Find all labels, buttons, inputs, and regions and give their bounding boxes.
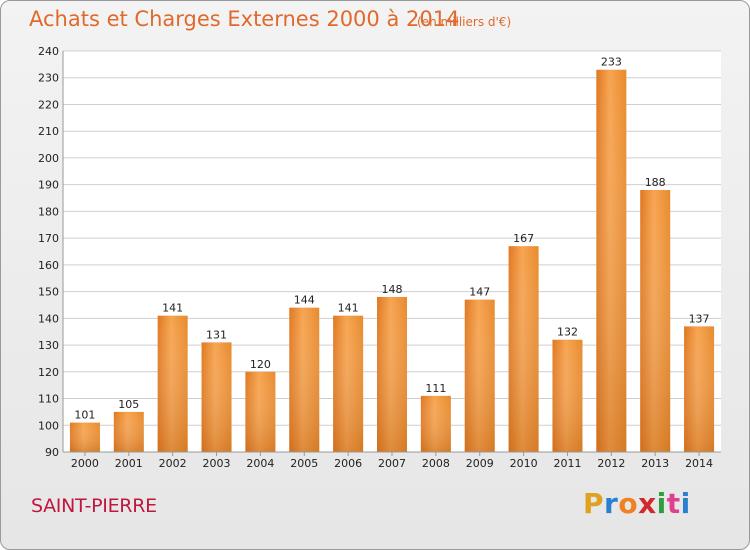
x-tick-label: 2006 [334,457,362,470]
data-label: 141 [162,302,183,315]
place-name: SAINT-PIERRE [31,495,157,517]
data-label: 188 [645,176,666,189]
y-tick-label: 190 [38,179,59,192]
bar-shade-2010 [508,246,539,452]
y-tick-label: 210 [38,125,59,138]
y-tick-label: 230 [38,72,59,85]
logo-letter: o [618,487,639,520]
x-tick-label: 2009 [466,457,494,470]
data-label: 148 [382,283,403,296]
bar-shade-2014 [684,326,715,452]
bar-shade-2012 [596,69,627,453]
y-tick-label: 220 [38,98,59,111]
x-tick-label: 2010 [510,457,538,470]
logo-letter: t [666,487,681,520]
data-label: 233 [601,56,622,69]
x-tick-label: 2005 [290,457,318,470]
y-tick-label: 160 [38,259,59,272]
data-label: 111 [425,382,446,395]
x-tick-label: 2007 [378,457,406,470]
bar-shade-2003 [201,342,232,452]
x-tick-label: 2001 [115,457,143,470]
y-tick-label: 110 [38,393,59,406]
data-label: 137 [689,312,710,325]
bar-shade-2001 [113,411,144,452]
logo-letter: i [680,487,691,520]
y-tick-label: 240 [38,45,59,58]
x-tick-label: 2002 [159,457,187,470]
bar-shade-2006 [333,315,364,452]
data-label: 105 [118,398,139,411]
logo-letter: P [583,487,605,520]
bar-shade-2005 [289,307,320,452]
data-label: 101 [74,409,95,422]
data-label: 144 [294,294,315,307]
y-tick-label: 140 [38,312,59,325]
x-tick-label: 2013 [641,457,669,470]
data-label: 147 [469,286,490,299]
bar-shade-2008 [420,395,451,452]
data-label: 132 [557,326,578,339]
logo-letter: i [656,487,667,520]
bar-shade-2009 [464,299,495,452]
proxiti-logo: Proxiti [583,487,691,520]
y-tick-label: 90 [45,446,59,459]
x-tick-label: 2008 [422,457,450,470]
bar-shade-2000 [69,422,100,452]
y-tick-label: 180 [38,205,59,218]
logo-letter: r [604,487,619,520]
y-tick-label: 120 [38,366,59,379]
chart-subtitle: (en milliers d'€) [417,15,512,29]
logo-letter: x [638,487,657,520]
y-tick-label: 150 [38,286,59,299]
x-tick-label: 2012 [597,457,625,470]
y-tick-label: 200 [38,152,59,165]
bar-shade-2004 [245,371,276,452]
bar-shade-2007 [377,296,407,452]
data-label: 141 [338,302,359,315]
bar-shade-2011 [552,339,583,452]
data-label: 167 [513,232,534,245]
data-label: 120 [250,358,271,371]
bar-shade-2002 [157,315,188,452]
y-tick-label: 170 [38,232,59,245]
x-tick-label: 2004 [246,457,274,470]
y-tick-label: 130 [38,339,59,352]
x-tick-label: 2014 [685,457,713,470]
data-label: 131 [206,328,227,341]
bar-shade-2013 [640,190,671,452]
x-tick-label: 2003 [203,457,231,470]
y-tick-label: 100 [38,419,59,432]
chart-title: Achats et Charges Externes 2000 à 2014 [29,7,460,31]
x-tick-label: 2011 [553,457,581,470]
x-tick-label: 2000 [71,457,99,470]
